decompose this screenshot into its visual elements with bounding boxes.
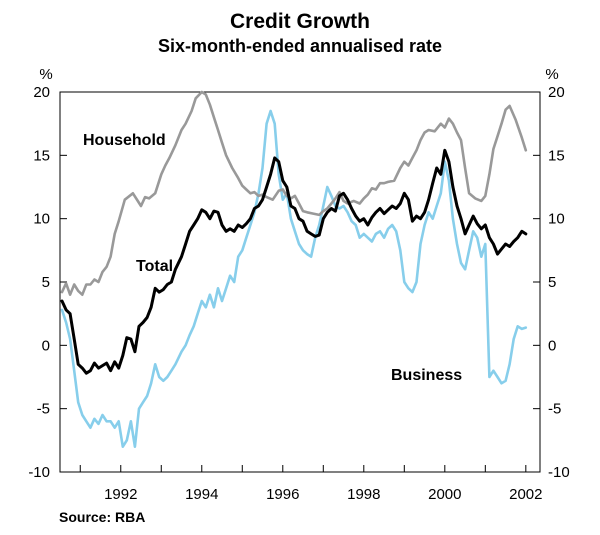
right-axis-unit: % bbox=[545, 66, 558, 83]
x-axis-ticks: 1992 1994 1996 1998 2000 2002 bbox=[79, 465, 543, 503]
chart-subtitle: Six-month-ended annualised rate bbox=[158, 36, 442, 56]
household-series-line bbox=[60, 90, 528, 297]
x-tick-label: 2000 bbox=[428, 486, 461, 503]
y-tick-label-left: -10 bbox=[28, 464, 50, 481]
y-axis-ticks: 20 20 15 15 10 10 5 5 0 0 -5 -5 -10 -10 bbox=[28, 84, 569, 481]
y-tick-label-right: -5 bbox=[548, 401, 561, 418]
y-tick-label-right: 20 bbox=[548, 84, 565, 101]
x-tick-label: 1998 bbox=[347, 486, 380, 503]
business-series-line bbox=[60, 109, 528, 449]
y-tick-label-left: 20 bbox=[33, 84, 50, 101]
y-tick-label-left: 10 bbox=[33, 211, 50, 228]
business-label: Business bbox=[391, 367, 462, 384]
y-tick-label-right: 5 bbox=[548, 274, 556, 291]
plot-frame bbox=[59, 91, 541, 473]
y-tick-label-right: 0 bbox=[548, 337, 556, 354]
y-tick-label-right: 15 bbox=[548, 147, 565, 164]
y-tick-label-left: 0 bbox=[42, 337, 50, 354]
x-tick-label: 1994 bbox=[185, 486, 218, 503]
x-tick-label: 1992 bbox=[104, 486, 137, 503]
series-lines bbox=[60, 90, 528, 449]
y-tick-label-right: -10 bbox=[548, 464, 570, 481]
household-label: Household bbox=[83, 132, 166, 149]
total-series-line bbox=[60, 148, 528, 375]
chart-title: Credit Growth bbox=[230, 10, 370, 33]
y-tick-label-left: -5 bbox=[37, 401, 50, 418]
x-tick-label: 2002 bbox=[509, 486, 542, 503]
y-tick-label-right: 10 bbox=[548, 211, 565, 228]
left-axis-unit: % bbox=[39, 66, 52, 83]
x-tick-label: 1996 bbox=[266, 486, 299, 503]
y-tick-label-left: 5 bbox=[42, 274, 50, 291]
total-label: Total bbox=[136, 258, 173, 275]
source-note: Source: RBA bbox=[59, 509, 145, 525]
y-tick-label-left: 15 bbox=[33, 147, 50, 164]
